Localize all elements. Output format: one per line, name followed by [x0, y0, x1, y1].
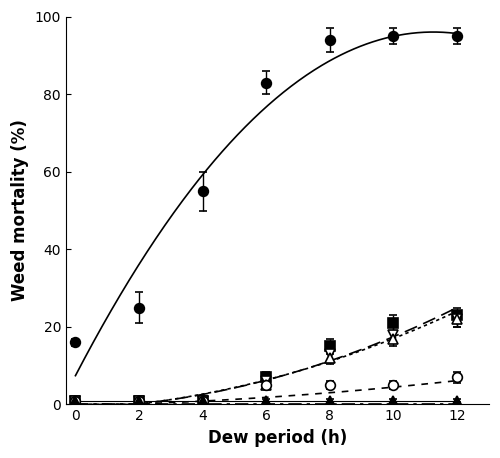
Y-axis label: Weed mortality (%): Weed mortality (%)	[11, 120, 29, 301]
X-axis label: Dew period (h): Dew period (h)	[208, 429, 347, 447]
